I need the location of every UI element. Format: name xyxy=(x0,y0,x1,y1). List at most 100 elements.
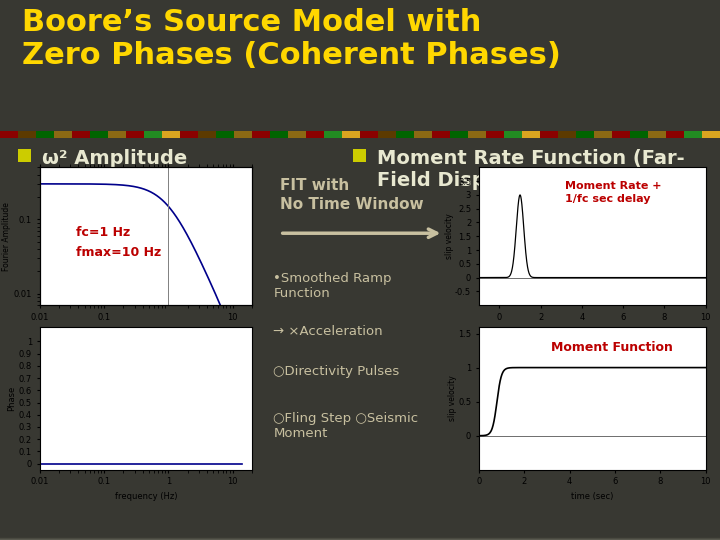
Bar xyxy=(0,289,720,539)
Bar xyxy=(0,351,720,539)
Bar xyxy=(0,448,720,539)
Bar xyxy=(0,408,720,539)
Bar xyxy=(0,68,720,538)
Bar xyxy=(450,131,468,138)
Bar xyxy=(0,394,720,539)
Bar xyxy=(0,381,720,539)
Text: •Smoothed Ramp
Function: •Smoothed Ramp Function xyxy=(274,272,392,300)
Bar xyxy=(414,131,432,138)
Bar xyxy=(0,362,720,539)
Text: Boore’s Source Model with
Zero Phases (Coherent Phases): Boore’s Source Model with Zero Phases (C… xyxy=(22,8,560,70)
Bar xyxy=(0,135,720,538)
Bar xyxy=(0,500,720,540)
Bar xyxy=(0,462,720,539)
Bar xyxy=(0,451,720,539)
Bar xyxy=(0,308,720,539)
Bar xyxy=(0,262,720,538)
Bar xyxy=(0,186,720,538)
Bar xyxy=(0,84,720,538)
Bar xyxy=(0,389,720,539)
Bar xyxy=(0,529,720,540)
Bar xyxy=(0,189,720,538)
Bar xyxy=(0,238,720,538)
Bar xyxy=(432,131,450,138)
Bar xyxy=(0,440,720,539)
Bar xyxy=(0,240,720,538)
Bar xyxy=(0,256,720,538)
Bar xyxy=(0,62,720,538)
Bar xyxy=(0,278,720,539)
Bar xyxy=(0,478,720,539)
Bar xyxy=(0,327,720,539)
Bar xyxy=(0,373,720,539)
Bar xyxy=(468,131,486,138)
Bar xyxy=(0,167,720,538)
Bar xyxy=(0,467,720,539)
Bar xyxy=(0,122,720,538)
Bar xyxy=(0,281,720,539)
Bar xyxy=(0,489,720,540)
Bar xyxy=(0,526,720,540)
Bar xyxy=(666,131,684,138)
Bar xyxy=(0,305,720,539)
Bar xyxy=(522,131,540,138)
Bar xyxy=(0,383,720,539)
X-axis label: frequency (Hz): frequency (Hz) xyxy=(114,327,177,336)
Bar xyxy=(396,131,414,138)
Text: fc=1 Hz: fc=1 Hz xyxy=(76,226,130,239)
Bar xyxy=(0,416,720,539)
Bar xyxy=(0,432,720,539)
Bar xyxy=(0,243,720,538)
Bar xyxy=(144,131,162,138)
Bar xyxy=(0,273,720,539)
Bar xyxy=(0,537,720,540)
Bar xyxy=(0,194,720,538)
Bar xyxy=(0,103,720,538)
Bar xyxy=(612,131,630,138)
Bar xyxy=(0,472,720,539)
Bar xyxy=(0,356,720,539)
Bar xyxy=(504,131,522,138)
Bar xyxy=(0,386,720,539)
Bar xyxy=(90,131,108,138)
Bar xyxy=(0,348,720,539)
Bar xyxy=(0,427,720,539)
Bar xyxy=(0,76,720,538)
Bar xyxy=(0,370,720,539)
Bar xyxy=(0,86,720,538)
Bar xyxy=(0,481,720,539)
Text: ○Directivity Pulses: ○Directivity Pulses xyxy=(274,366,400,379)
Y-axis label: Phase: Phase xyxy=(7,386,16,411)
Bar xyxy=(0,275,720,539)
Bar xyxy=(0,127,720,538)
Bar xyxy=(0,170,720,538)
Bar xyxy=(0,159,720,538)
Bar xyxy=(0,524,720,540)
Bar xyxy=(0,221,720,538)
Bar xyxy=(342,131,360,138)
Bar xyxy=(0,297,720,539)
Bar xyxy=(0,132,720,538)
Bar xyxy=(0,338,720,539)
Bar xyxy=(0,310,720,539)
Bar xyxy=(0,230,720,538)
Bar xyxy=(0,340,720,539)
Bar xyxy=(0,59,720,538)
Bar xyxy=(0,265,720,538)
Bar xyxy=(0,140,720,538)
Bar xyxy=(0,354,720,539)
Bar xyxy=(0,435,720,539)
Bar xyxy=(324,131,342,138)
Bar xyxy=(0,251,720,538)
Bar xyxy=(0,197,720,538)
Bar xyxy=(0,494,720,540)
Bar xyxy=(0,313,720,539)
Bar xyxy=(0,429,720,539)
Bar xyxy=(0,502,720,540)
Bar xyxy=(198,131,216,138)
X-axis label: time (cm): time (cm) xyxy=(572,327,613,336)
Bar xyxy=(0,178,720,538)
Bar xyxy=(0,446,720,539)
Bar xyxy=(0,192,720,538)
Bar xyxy=(0,119,720,538)
